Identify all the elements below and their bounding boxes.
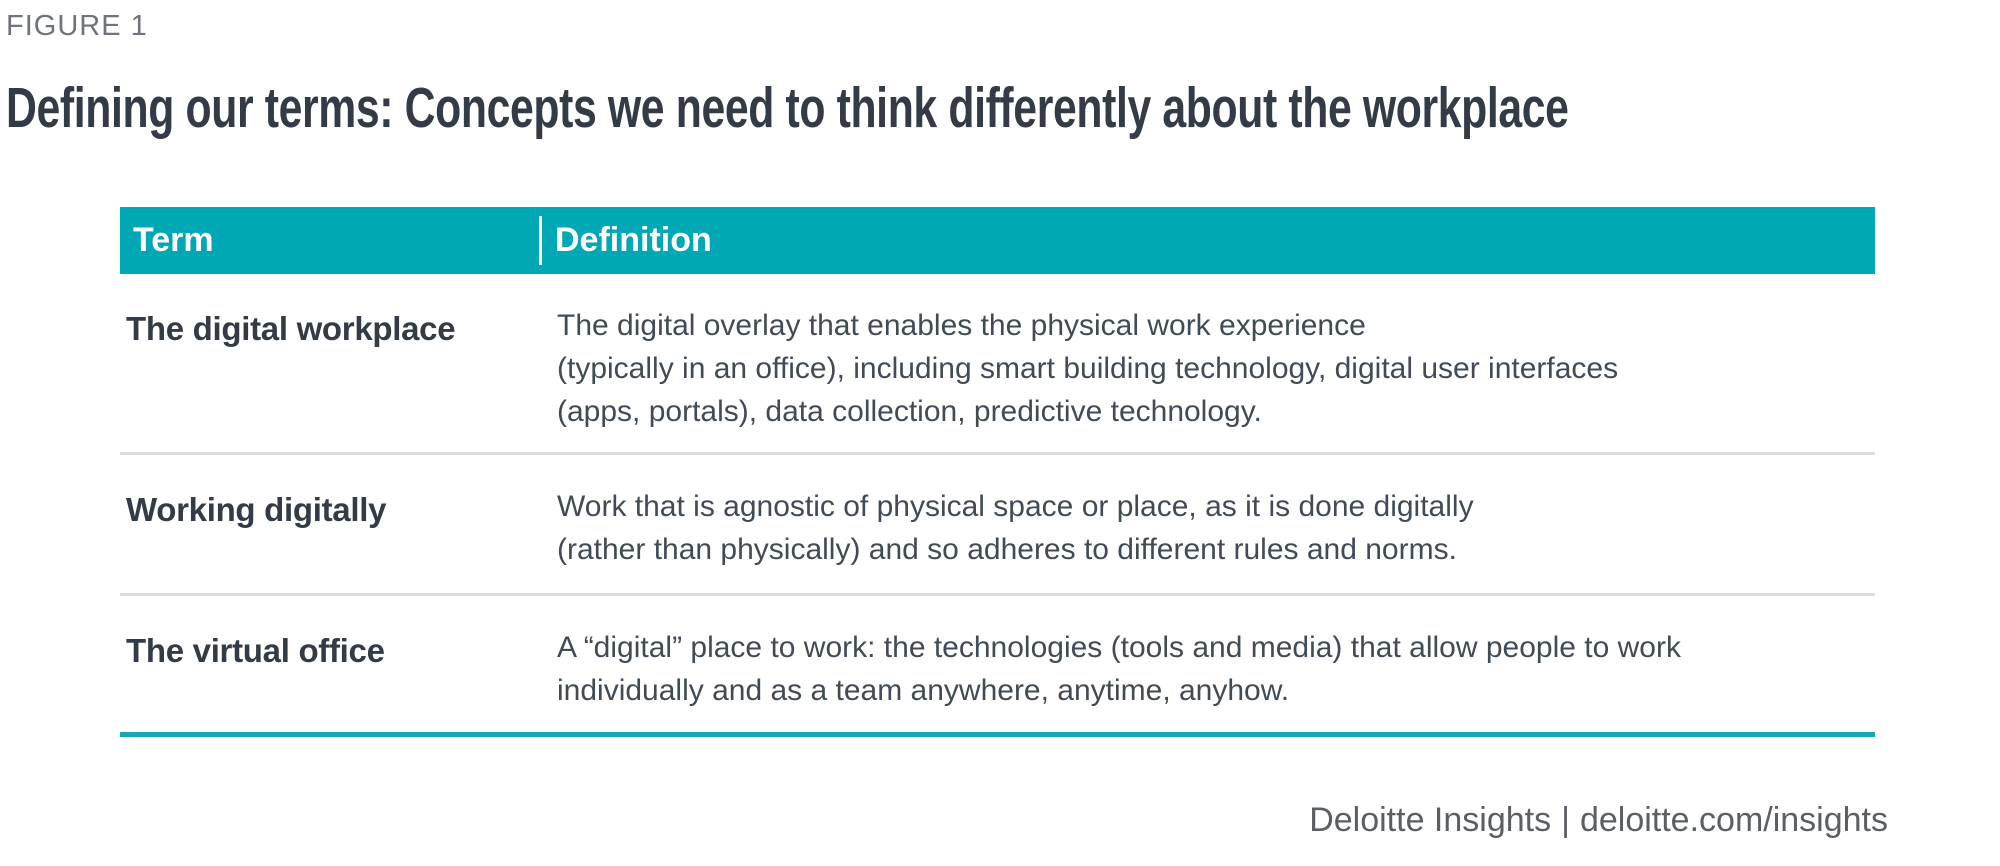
- column-header-definition: Definition: [555, 221, 712, 259]
- column-header-term: Term: [133, 221, 214, 259]
- figure-title: Defining our terms: Concepts we need to …: [6, 72, 2000, 144]
- table-row: The digital workplace The digital overla…: [120, 274, 1875, 455]
- definitions-table: Term Definition The digital workplace Th…: [120, 207, 1875, 737]
- footer-url: deloitte.com/insights: [1579, 801, 1888, 839]
- table-row: Working digitally Work that is agnostic …: [120, 455, 1875, 596]
- figure-title-text: Defining our terms: Concepts we need to …: [6, 76, 1569, 140]
- header-column-divider: [539, 216, 542, 265]
- term-cell: The digital workplace: [126, 310, 456, 347]
- definition-cell: A “digital” place to work: the technolog…: [557, 631, 1681, 707]
- term-cell: The virtual office: [126, 632, 385, 669]
- footer-brand: Deloitte Insights: [1309, 801, 1552, 839]
- figure-label: FIGURE 1: [6, 10, 148, 42]
- footer-credit: Deloitte Insights | deloitte.com/insights: [1309, 801, 1888, 840]
- definition-cell: Work that is agnostic of physical space …: [557, 490, 1474, 566]
- footer-separator: |: [1561, 801, 1570, 839]
- table-header-row: Term Definition: [120, 207, 1875, 274]
- table-row: The virtual office A “digital” place to …: [120, 596, 1875, 737]
- definition-cell: The digital overlay that enables the phy…: [557, 309, 1619, 428]
- term-cell: Working digitally: [126, 491, 387, 528]
